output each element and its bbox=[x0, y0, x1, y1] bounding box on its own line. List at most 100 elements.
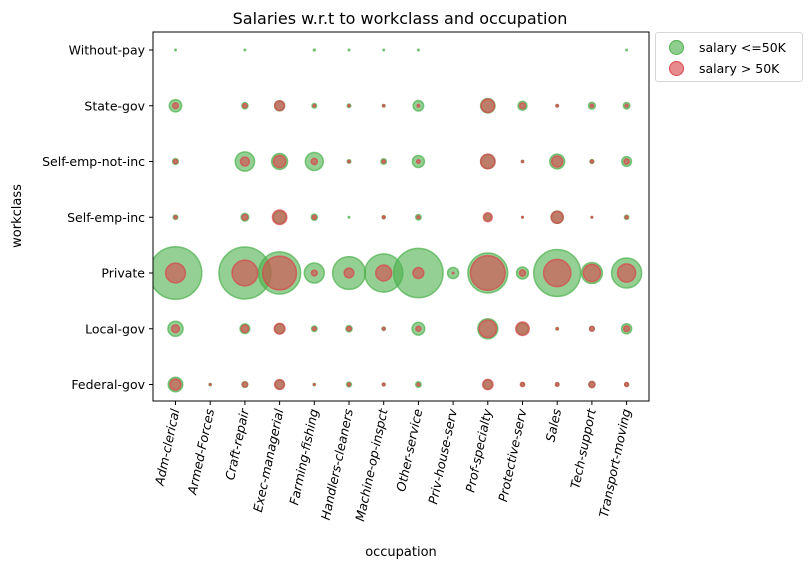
legend-item-series-1: salary <=50K bbox=[666, 37, 802, 58]
bubble-gt50k-prof-specialty-self-emp-not-inc bbox=[479, 153, 496, 170]
bubble-gt50k-craft-repair-state-gov bbox=[241, 102, 248, 109]
bubble-gt50k-tech-support-self-emp-not-inc bbox=[589, 159, 595, 164]
bubble-gt50k-adm-clerical-local-gov bbox=[170, 324, 181, 334]
bubble-gt50k-sales-state-gov bbox=[555, 103, 560, 108]
x-tick-label-other-service: Other-service bbox=[393, 407, 425, 493]
chart-title: Salaries w.r.t to workclass and occupati… bbox=[233, 9, 568, 28]
bubble-gt50k-armed-forces-federal-gov bbox=[208, 382, 212, 387]
y-axis-label: workclass bbox=[10, 184, 25, 248]
x-axis-label: occupation bbox=[365, 545, 437, 560]
x-tick-label-tech-support: Tech-support bbox=[567, 406, 599, 490]
legend-marker-red bbox=[669, 61, 684, 76]
bubble-gt50k-farming-fishing-self-emp-inc bbox=[311, 214, 318, 220]
bubble-le50k-machine-op-inspct-without-pay bbox=[382, 48, 386, 52]
bubble-gt50k-priv-house-serv-private bbox=[451, 271, 455, 275]
bubble-gt50k-adm-clerical-state-gov bbox=[171, 102, 180, 110]
x-tick-label-machine-op-inspct: Machine-op-inspct bbox=[352, 406, 391, 522]
bubble-gt50k-machine-op-inspct-federal-gov bbox=[381, 382, 386, 387]
bubble-gt50k-protective-serv-self-emp-inc bbox=[520, 215, 525, 219]
bubble-gt50k-sales-self-emp-not-inc bbox=[550, 155, 564, 168]
bubble-gt50k-prof-specialty-private bbox=[469, 254, 506, 292]
bubble-le50k-farming-fishing-without-pay bbox=[312, 48, 316, 52]
bubble-gt50k-sales-local-gov bbox=[555, 326, 559, 331]
bubble-gt50k-handlers-cleaners-state-gov bbox=[347, 103, 351, 108]
y-tick-label-state-gov: State-gov bbox=[84, 98, 145, 113]
x-tick-label-sales: Sales bbox=[543, 407, 565, 443]
bubble-gt50k-farming-fishing-federal-gov bbox=[312, 382, 316, 387]
bubble-gt50k-adm-clerical-private bbox=[164, 262, 187, 284]
x-tick-label-prof-specialty: Prof-specialty bbox=[462, 407, 494, 494]
x-tick-label-armed-forces: Armed-Forces bbox=[184, 407, 217, 497]
bubble-gt50k-tech-support-self-emp-inc bbox=[590, 215, 594, 219]
bubble-gt50k-sales-federal-gov bbox=[554, 382, 560, 387]
bubble-gt50k-protective-serv-federal-gov bbox=[519, 381, 526, 388]
bubble-gt50k-adm-clerical-federal-gov bbox=[169, 378, 182, 391]
bubble-gt50k-exec-managerial-self-emp-inc bbox=[271, 209, 288, 226]
bubble-gt50k-craft-repair-private bbox=[231, 259, 259, 287]
legend-item-series-2: salary > 50K bbox=[666, 58, 802, 79]
bubble-le50k-handlers-cleaners-self-emp-inc bbox=[347, 215, 351, 219]
x-tick-label-handlers-cleaners: Handlers-cleaners bbox=[318, 407, 356, 521]
bubble-gt50k-prof-specialty-local-gov bbox=[478, 319, 498, 339]
bubble-le50k-handlers-cleaners-without-pay bbox=[347, 48, 351, 52]
bubble-gt50k-exec-managerial-self-emp-not-inc bbox=[272, 154, 287, 169]
bubble-gt50k-other-service-private bbox=[412, 266, 425, 280]
bubble-gt50k-sales-private bbox=[542, 258, 572, 288]
bubble-gt50k-other-service-self-emp-not-inc bbox=[415, 159, 421, 164]
bubble-gt50k-farming-fishing-self-emp-not-inc bbox=[310, 157, 319, 166]
legend: salary <=50K salary > 50K bbox=[655, 32, 803, 82]
bubble-gt50k-prof-specialty-self-emp-inc bbox=[482, 212, 494, 223]
y-tick-label-self-emp-not-inc: Self-emp-not-inc bbox=[42, 154, 145, 169]
bubble-gt50k-handlers-cleaners-federal-gov bbox=[346, 382, 352, 387]
x-axis: Adm-clerical Armed-Forces Craft-repairExec… bbox=[151, 401, 634, 523]
bubble-gt50k-machine-op-inspct-self-emp-not-inc bbox=[381, 159, 387, 164]
bubble-gt50k-handlers-cleaners-private bbox=[343, 267, 355, 279]
legend-label-series-1: salary <=50K bbox=[699, 40, 786, 55]
bubble-gt50k-machine-op-inspct-state-gov bbox=[381, 103, 386, 108]
bubble-le50k-adm-clerical-without-pay bbox=[173, 48, 178, 52]
bubble-gt50k-transport-moving-private bbox=[616, 263, 637, 283]
bubble-gt50k-protective-serv-local-gov bbox=[515, 321, 530, 337]
bubble-gt50k-machine-op-inspct-private bbox=[374, 264, 393, 282]
y-tick-label-federal-gov: Federal-gov bbox=[71, 377, 145, 392]
bubble-gt50k-other-service-federal-gov bbox=[416, 382, 421, 387]
bubble-gt50k-transport-moving-federal-gov bbox=[623, 381, 630, 388]
x-tick-label-exec-managerial: Exec-managerial bbox=[250, 407, 287, 513]
bubble-gt50k-exec-managerial-federal-gov bbox=[273, 378, 286, 391]
bubble-gt50k-machine-op-inspct-local-gov bbox=[381, 326, 386, 331]
bubble-gt50k-transport-moving-self-emp-inc bbox=[624, 215, 629, 220]
y-axis: Federal-gov Local-gov Private Self-emp-inc S… bbox=[42, 43, 153, 392]
bubble-gt50k-craft-repair-self-emp-inc bbox=[241, 213, 249, 221]
y-tick-label-local-gov: Local-gov bbox=[85, 321, 145, 336]
bubble-gt50k-other-service-state-gov bbox=[416, 103, 421, 108]
y-tick-label-without-pay: Without-pay bbox=[69, 43, 146, 58]
bubble-le50k-transport-moving-without-pay bbox=[625, 48, 629, 52]
bubble-gt50k-protective-serv-private bbox=[518, 269, 527, 277]
bubble-gt50k-transport-moving-state-gov bbox=[624, 103, 629, 108]
bubble-gt50k-tech-support-private bbox=[582, 263, 602, 283]
bubble-gt50k-adm-clerical-self-emp-inc bbox=[173, 215, 178, 220]
bubble-gt50k-adm-clerical-self-emp-not-inc bbox=[172, 158, 179, 165]
x-tick-label-priv-house-serv: Priv-house-serv bbox=[425, 407, 460, 506]
bubble-le50k-other-service-without-pay bbox=[416, 48, 420, 52]
legend-label-series-2: salary > 50K bbox=[699, 61, 780, 76]
x-tick-label-craft-repair: Craft-repair bbox=[222, 407, 252, 482]
bubble-gt50k-prof-specialty-state-gov bbox=[480, 98, 496, 114]
x-tick-label-adm-clerical: Adm-clerical bbox=[151, 407, 182, 488]
bubble-gt50k-tech-support-federal-gov bbox=[588, 380, 596, 389]
bubble-gt50k-craft-repair-local-gov bbox=[240, 324, 250, 334]
y-tick-label-self-emp-inc: Self-emp-inc bbox=[67, 210, 145, 225]
bubble-gt50k-craft-repair-federal-gov bbox=[241, 381, 249, 388]
y-tick-label-private: Private bbox=[101, 266, 145, 281]
bubble-gt50k-exec-managerial-state-gov bbox=[274, 100, 286, 112]
bubble-gt50k-other-service-self-emp-inc bbox=[416, 215, 421, 220]
legend-marker-green bbox=[669, 40, 684, 55]
bubble-gt50k-other-service-local-gov bbox=[415, 325, 422, 333]
bubble-gt50k-tech-support-state-gov bbox=[589, 103, 595, 109]
bubble-gt50k-protective-serv-state-gov bbox=[518, 102, 527, 110]
bubble-gt50k-transport-moving-local-gov bbox=[622, 325, 631, 333]
x-tick-label-transport-moving: Transport-moving bbox=[596, 407, 634, 518]
bubble-gt50k-exec-managerial-local-gov bbox=[273, 322, 286, 335]
bubble-le50k-craft-repair-without-pay bbox=[243, 48, 247, 52]
